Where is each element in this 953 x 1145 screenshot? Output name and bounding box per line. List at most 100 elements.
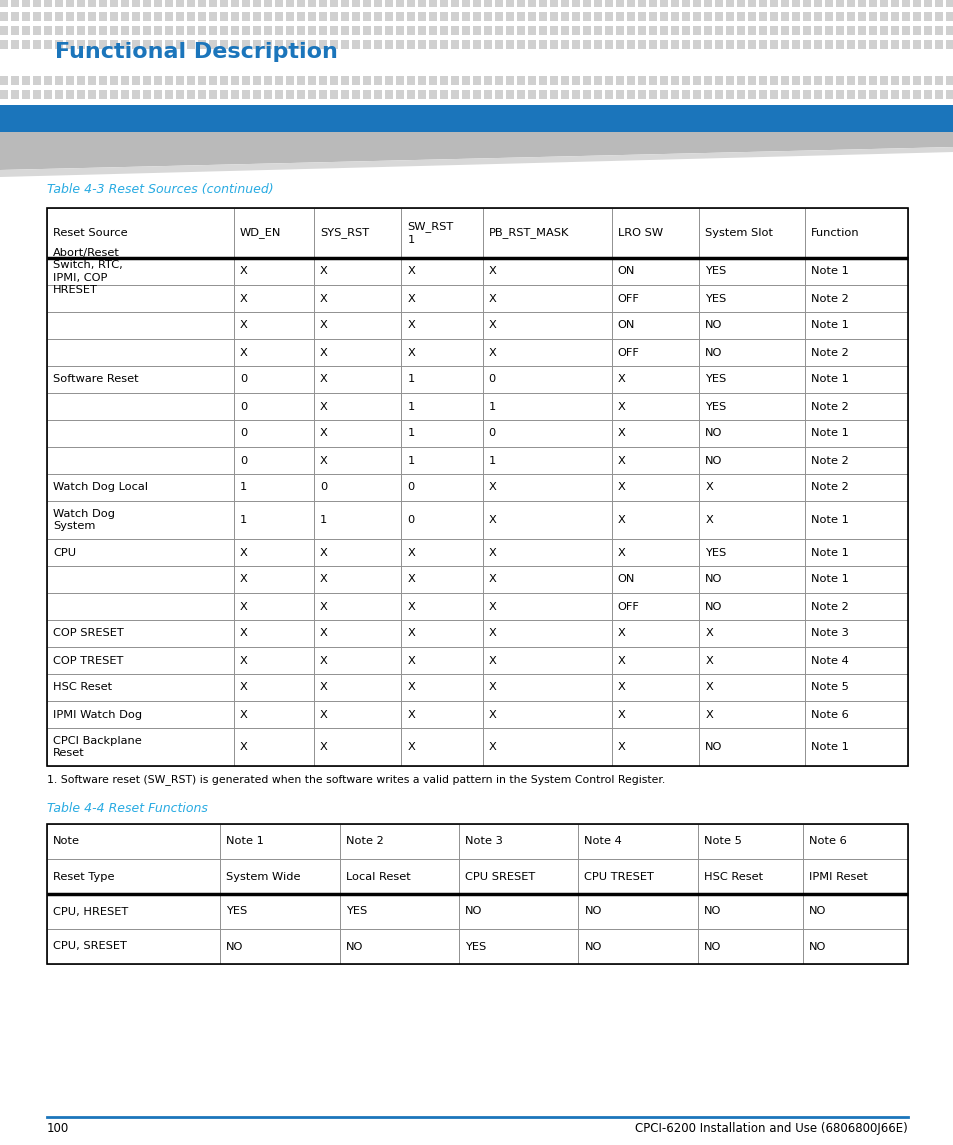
Text: CPCI-6200 Installation and Use (6806800J66E): CPCI-6200 Installation and Use (6806800J… — [635, 1122, 907, 1135]
Bar — [505, 0, 514, 7]
Bar — [66, 26, 74, 35]
Bar — [473, 40, 480, 49]
Bar — [846, 0, 854, 7]
Bar — [286, 76, 294, 85]
Bar — [699, 208, 804, 258]
Bar — [47, 674, 233, 701]
Text: X: X — [239, 629, 248, 639]
Text: Reset Source: Reset Source — [53, 228, 128, 238]
Bar — [699, 393, 804, 420]
Text: PB_RST_MASK: PB_RST_MASK — [488, 228, 568, 238]
Bar — [77, 26, 85, 35]
Bar — [923, 76, 931, 85]
Bar — [813, 0, 821, 7]
Bar — [352, 40, 359, 49]
Bar — [802, 894, 907, 929]
Bar — [759, 11, 766, 21]
Bar — [340, 0, 349, 7]
Bar — [527, 26, 536, 35]
Bar — [901, 0, 909, 7]
Text: NO: NO — [704, 601, 721, 611]
Text: X: X — [407, 710, 415, 719]
Bar — [802, 40, 810, 49]
Bar — [33, 11, 41, 21]
Bar — [451, 40, 458, 49]
Bar — [804, 566, 907, 593]
Text: NO: NO — [345, 941, 362, 951]
Bar — [77, 0, 85, 7]
Bar — [314, 285, 401, 311]
Bar — [340, 11, 349, 21]
Bar — [747, 26, 755, 35]
Text: Table 4-4 Reset Functions: Table 4-4 Reset Functions — [47, 802, 208, 815]
Text: 0: 0 — [488, 374, 496, 385]
Bar — [340, 76, 349, 85]
Bar — [482, 285, 611, 311]
Bar — [560, 26, 568, 35]
Bar — [286, 11, 294, 21]
Text: X: X — [319, 347, 327, 357]
Bar — [121, 0, 129, 7]
Bar — [175, 40, 184, 49]
Bar — [88, 90, 96, 98]
Bar — [429, 11, 436, 21]
Bar — [175, 0, 184, 7]
Text: ON: ON — [617, 575, 635, 584]
Text: 100: 100 — [47, 1122, 70, 1135]
Bar — [401, 647, 482, 674]
Bar — [233, 647, 314, 674]
Bar — [198, 26, 206, 35]
Bar — [417, 76, 426, 85]
Bar — [824, 11, 832, 21]
Bar — [429, 26, 436, 35]
Bar — [44, 90, 52, 98]
Bar — [314, 474, 401, 502]
Bar — [659, 40, 667, 49]
Bar — [55, 26, 63, 35]
Bar — [482, 502, 611, 539]
Bar — [47, 619, 233, 647]
Bar — [296, 90, 305, 98]
Bar — [813, 11, 821, 21]
Bar — [699, 566, 804, 593]
Text: NO: NO — [226, 941, 243, 951]
Bar — [314, 701, 401, 728]
Bar — [638, 76, 645, 85]
Text: X: X — [488, 682, 496, 693]
Bar — [611, 339, 699, 366]
Bar — [47, 824, 907, 964]
Bar — [611, 619, 699, 647]
Text: X: X — [319, 629, 327, 639]
Text: X: X — [407, 321, 415, 331]
Text: Note 2: Note 2 — [810, 456, 848, 466]
Bar — [813, 90, 821, 98]
Text: X: X — [319, 655, 327, 665]
Bar — [401, 593, 482, 619]
Text: X: X — [407, 267, 415, 276]
Bar — [198, 11, 206, 21]
Bar — [286, 0, 294, 7]
Bar — [611, 285, 699, 311]
Bar — [697, 894, 802, 929]
Bar — [374, 0, 381, 7]
Bar — [781, 11, 788, 21]
Bar — [99, 40, 107, 49]
Bar — [781, 90, 788, 98]
Bar — [165, 26, 172, 35]
Bar — [407, 11, 415, 21]
Bar — [879, 11, 887, 21]
Bar — [66, 40, 74, 49]
Bar — [407, 90, 415, 98]
Bar — [802, 929, 907, 964]
Text: NO: NO — [584, 941, 601, 951]
Bar — [233, 339, 314, 366]
Bar — [527, 40, 536, 49]
Text: 1: 1 — [239, 515, 247, 526]
Bar — [759, 0, 766, 7]
Bar — [659, 0, 667, 7]
Text: YES: YES — [464, 941, 486, 951]
Bar — [934, 76, 942, 85]
Bar — [363, 90, 371, 98]
Bar — [670, 76, 679, 85]
Bar — [461, 11, 470, 21]
